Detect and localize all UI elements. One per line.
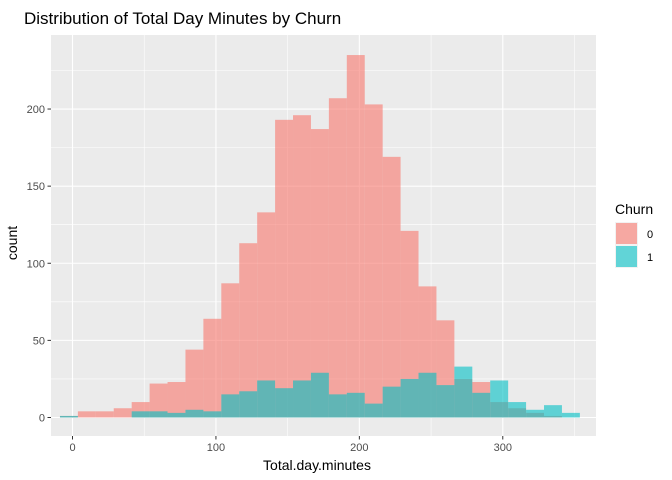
bar-churn-1-bin-0 [59, 415, 78, 418]
bar-churn-1-bin-21 [436, 385, 455, 418]
bar-churn-1-bin-28 [561, 412, 580, 418]
axis-tick-labels: 0 100 200 300 0 50 100 150 200 [27, 104, 512, 454]
bar-churn-0-bin-10 [239, 243, 258, 418]
bar-churn-1-bin-10 [239, 391, 258, 418]
bar-churn-1-bin-5 [149, 411, 168, 418]
bar-churn-1-bin-23 [472, 392, 491, 418]
bar-churn-0-bin-17 [364, 104, 383, 418]
bar-churn-0-bin-5 [149, 383, 168, 418]
legend-swatch-0 [616, 223, 637, 244]
bar-churn-1-bin-4 [131, 411, 150, 418]
bar-churn-0-bin-6 [167, 382, 186, 418]
bar-churn-0-bin-18 [382, 156, 401, 418]
bar-churn-1-bin-24 [490, 380, 509, 418]
bar-churn-1-bin-20 [418, 372, 437, 418]
bar-churn-1-bin-6 [167, 412, 186, 418]
bar-churn-0-bin-13 [293, 115, 311, 418]
bar-churn-1-bin-16 [346, 392, 365, 418]
legend-label-1: 1 [647, 252, 653, 264]
bar-churn-1-bin-15 [328, 394, 347, 418]
bar-churn-1-bin-8 [203, 411, 222, 418]
bar-churn-0-bin-2 [95, 411, 114, 418]
chart-title: Distribution of Total Day Minutes by Chu… [24, 9, 341, 28]
bar-churn-1-bin-14 [310, 372, 329, 418]
y-tick-label: 200 [27, 104, 45, 116]
legend-swatch-1 [616, 246, 637, 267]
x-tick-label: 100 [207, 442, 225, 454]
bar-churn-1-bin-27 [544, 405, 562, 418]
histogram-bars [59, 55, 580, 418]
x-tick-label: 300 [494, 442, 512, 454]
x-tick-label: 0 [69, 442, 75, 454]
legend-title: Churn [615, 201, 653, 217]
bar-churn-1-bin-13 [293, 380, 311, 418]
x-tick-label: 200 [350, 442, 368, 454]
x-axis-title: Total.day.minutes [263, 457, 371, 473]
y-tick-label: 50 [33, 335, 45, 347]
bar-churn-0-bin-1 [77, 411, 96, 418]
bar-churn-0-bin-3 [113, 408, 132, 418]
bar-churn-0-bin-16 [346, 55, 365, 418]
bar-churn-0-bin-19 [400, 230, 419, 418]
bar-churn-1-bin-26 [526, 409, 545, 418]
bar-churn-1-bin-12 [275, 388, 294, 418]
y-tick-label: 150 [27, 181, 45, 193]
bar-churn-1-bin-9 [221, 394, 240, 418]
axis-ticks [47, 108, 504, 440]
y-tick-label: 0 [39, 412, 45, 424]
legend: Churn 0 1 [615, 201, 653, 268]
bar-churn-1-bin-19 [400, 378, 419, 418]
legend-label-0: 0 [647, 229, 653, 241]
y-tick-label: 100 [27, 258, 45, 270]
bar-churn-1-bin-18 [382, 386, 401, 418]
bar-churn-0-bin-7 [185, 349, 204, 418]
bar-churn-0-bin-9 [221, 283, 240, 418]
bar-churn-0-bin-14 [310, 129, 329, 418]
bar-churn-1-bin-25 [508, 402, 527, 418]
bar-churn-1-bin-22 [454, 366, 473, 418]
y-axis-title: count [4, 226, 20, 260]
bar-churn-0-bin-8 [203, 318, 222, 418]
bar-churn-1-bin-7 [185, 409, 204, 418]
bar-churn-1-bin-17 [364, 403, 383, 418]
bar-churn-0-bin-11 [257, 212, 276, 418]
bar-churn-1-bin-11 [257, 380, 276, 418]
bar-churn-0-bin-15 [328, 98, 347, 418]
bar-churn-0-bin-12 [275, 119, 294, 418]
